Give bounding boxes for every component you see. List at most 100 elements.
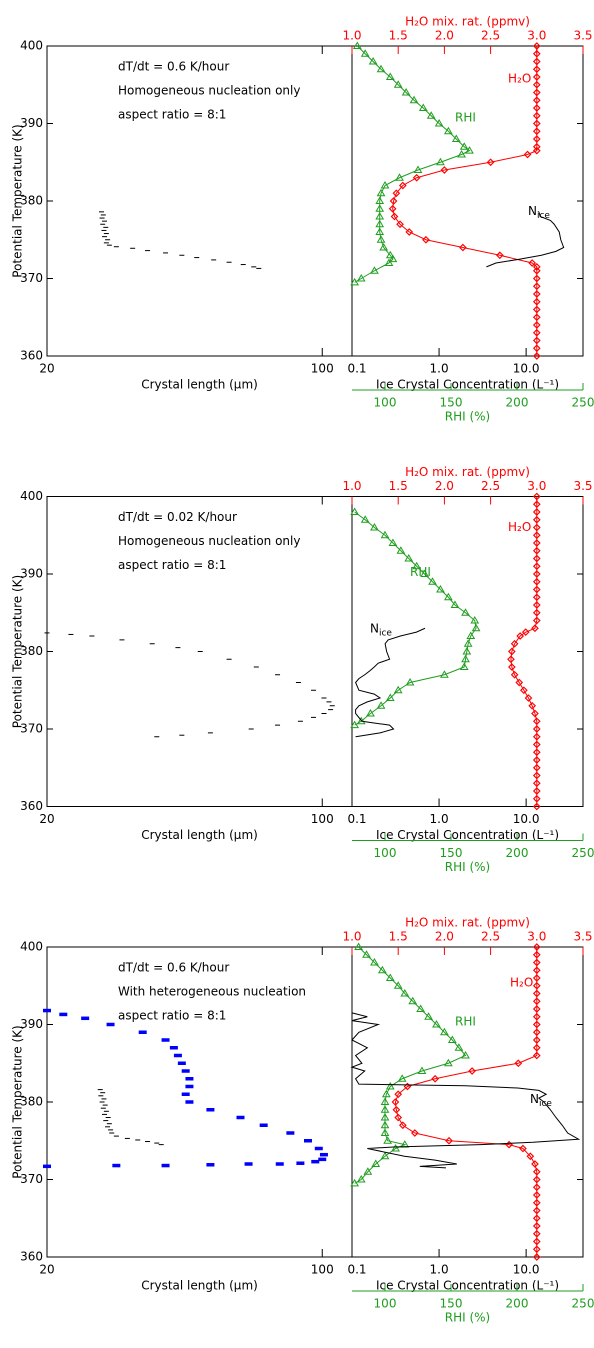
diamond-marker — [532, 1214, 541, 1223]
x-tick-label: 20 — [39, 812, 54, 826]
y-tick-label: 360 — [20, 1250, 43, 1264]
diamond-marker — [531, 1160, 539, 1168]
diamond-marker — [532, 794, 541, 803]
x2-tick-label: 1.5 — [389, 29, 408, 43]
diamond-marker — [394, 1090, 403, 1099]
x-axis-title: Ice Crystal Concentration (L⁻¹) — [376, 1279, 559, 1293]
x3-tick-label: 200 — [506, 1297, 529, 1311]
x2-tick-label: 3.5 — [573, 29, 592, 43]
x2-tick-label: 3.0 — [527, 930, 546, 944]
x2-axis-title: H₂O mix. rat. (ppmv) — [405, 465, 530, 479]
diamond-marker — [532, 42, 541, 50]
triangle-marker — [350, 507, 360, 515]
triangle-marker — [380, 1128, 390, 1136]
triangle-marker — [385, 973, 395, 981]
x3-axis-title: RHI (%) — [445, 860, 490, 874]
triangle-marker — [443, 126, 453, 135]
y-tick-label: 380 — [20, 644, 43, 658]
triangle-marker — [375, 212, 385, 220]
triangle-marker — [397, 1074, 407, 1082]
x-tick-label: 100 — [311, 362, 334, 376]
x2-axis-title: H₂O mix. rat. (ppmv) — [405, 916, 530, 930]
triangle-marker — [379, 243, 389, 251]
diamond-marker — [532, 1206, 541, 1215]
y-tick-label: 360 — [20, 799, 43, 813]
triangle-marker — [450, 600, 460, 608]
x-axis-title: Ice Crystal Concentration (L⁻¹) — [376, 828, 559, 842]
triangle-marker — [432, 1020, 441, 1028]
triangle-marker — [461, 608, 470, 616]
diamond-marker — [532, 974, 541, 982]
diamond-marker — [532, 756, 541, 764]
triangle-marker — [380, 530, 390, 539]
triangle-marker — [377, 965, 387, 974]
triangle-marker — [465, 146, 474, 154]
y-tick-label: 370 — [20, 1172, 43, 1186]
x3-tick-label: 250 — [572, 1297, 594, 1311]
x3-axis-title: RHI (%) — [445, 1311, 490, 1325]
triangle-marker — [356, 1175, 366, 1183]
diamond-marker — [532, 1020, 541, 1029]
series-line — [350, 1012, 581, 1169]
triangle-marker — [463, 639, 473, 647]
triangle-marker — [413, 165, 423, 173]
x-tick-label: 0.1 — [347, 362, 366, 376]
y-tick-label: 380 — [20, 194, 43, 208]
diamond-marker — [532, 508, 541, 516]
y-axis-title: Potential Temperature (K) — [11, 575, 25, 728]
diamond-marker — [528, 701, 537, 710]
triangle-marker — [420, 569, 429, 577]
triangle-marker — [409, 95, 419, 104]
diamond-marker — [532, 96, 541, 105]
diamond-marker — [532, 570, 541, 578]
diamond-marker — [532, 88, 541, 97]
diamond-marker — [532, 1051, 541, 1060]
triangle-marker — [417, 1066, 427, 1074]
series-label-base: N — [370, 621, 379, 635]
x-tick-label: 0.1 — [347, 1263, 366, 1277]
triangle-marker — [405, 678, 415, 686]
diamond-marker — [398, 1121, 407, 1130]
triangle-marker — [385, 1082, 395, 1090]
triangle-marker — [380, 181, 390, 189]
diamond-marker — [514, 1059, 523, 1068]
diamond-marker — [495, 251, 504, 260]
triangle-marker — [428, 577, 437, 585]
triangle-marker — [457, 150, 466, 158]
diamond-marker — [532, 111, 541, 120]
x3-tick-label: 250 — [572, 846, 594, 860]
diamond-marker — [532, 57, 541, 66]
diamond-marker — [532, 539, 541, 547]
triangle-marker — [356, 716, 366, 725]
triangle-marker — [408, 996, 418, 1005]
diamond-marker — [532, 943, 541, 951]
diamond-marker — [532, 321, 541, 329]
diamond-marker — [532, 1253, 541, 1261]
x3-tick-label: 200 — [506, 396, 529, 410]
series-label-sub: ice — [537, 211, 550, 221]
x-tick-label: 1.0 — [430, 1263, 449, 1277]
diamond-marker — [520, 686, 528, 695]
triangle-marker — [418, 103, 428, 111]
triangle-marker — [350, 1178, 360, 1187]
triangle-marker — [356, 274, 366, 282]
diamond-marker — [440, 166, 449, 174]
triangle-marker — [434, 119, 444, 127]
triangle-marker — [466, 631, 476, 639]
x-tick-label: 0.1 — [347, 812, 366, 826]
triangle-marker — [350, 277, 360, 286]
x3-tick-label: 100 — [374, 396, 397, 410]
diamond-marker — [392, 189, 401, 198]
diamond-marker — [532, 1012, 541, 1021]
series-line — [392, 46, 538, 356]
triangle-marker — [354, 942, 363, 950]
diamond-marker — [405, 228, 414, 236]
series-label: Nice — [528, 204, 550, 221]
diamond-marker — [410, 1129, 419, 1137]
series-label: H₂O — [508, 72, 531, 86]
diamond-marker — [515, 678, 524, 687]
diamond-marker — [532, 717, 541, 726]
x2-axis-title: H₂O mix. rat. (ppmv) — [405, 15, 530, 29]
y-tick-label: 360 — [20, 349, 43, 363]
x2-tick-label: 3.5 — [573, 930, 592, 944]
